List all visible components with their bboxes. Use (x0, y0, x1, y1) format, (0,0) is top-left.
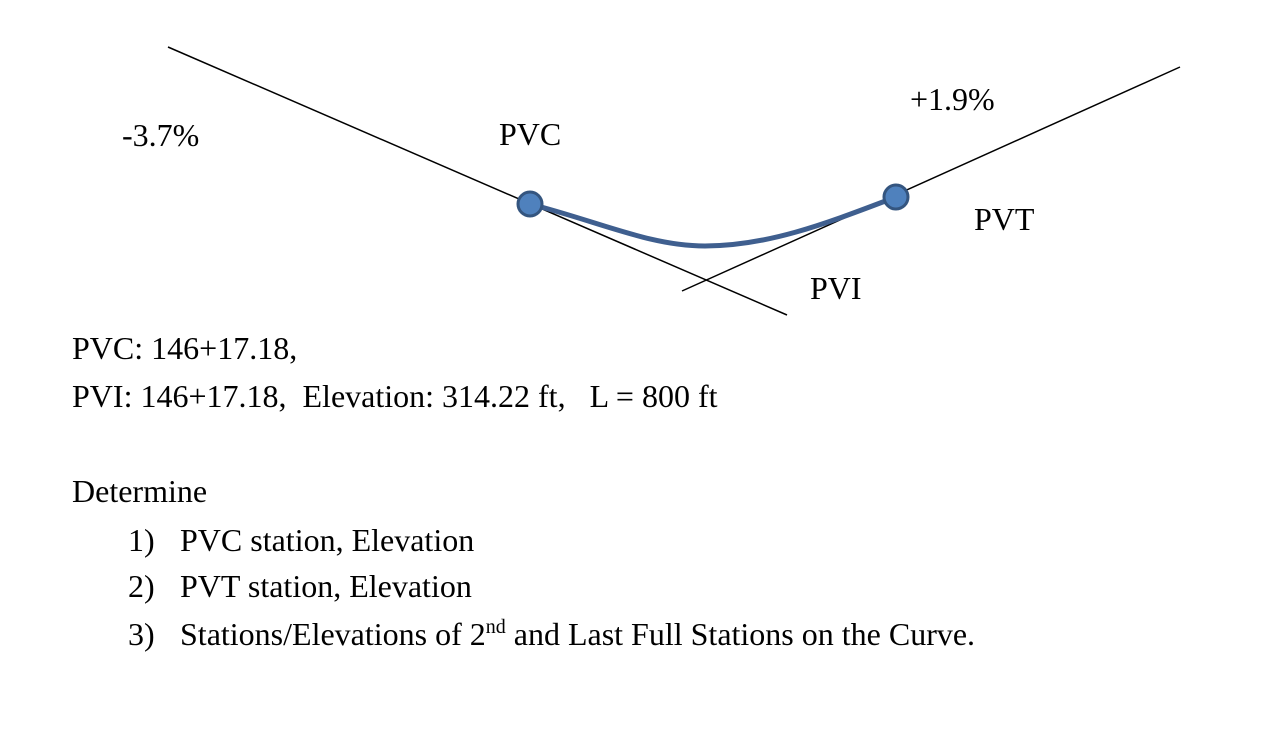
item-number: 3) (128, 616, 155, 652)
pvc-point (516, 190, 544, 218)
pvc-label: PVC (499, 116, 561, 152)
pvt-point (882, 183, 910, 211)
item-text: Stations/Elevations of 2nd and Last Full… (180, 616, 975, 652)
item-text-part: and Last Full Stations on the Curve. (506, 616, 975, 652)
pvt-label: PVT (974, 201, 1035, 237)
item-text: PVT station, Elevation (180, 568, 472, 604)
given-line: PVC: 146+17.18, (72, 330, 297, 366)
grade-out-line (681, 66, 1181, 292)
vertical-curve (529, 194, 897, 249)
item-text: PVC station, Elevation (180, 522, 474, 558)
item-number: 2) (128, 568, 155, 604)
superscript: nd (486, 616, 506, 638)
task-heading: Determine (72, 473, 207, 509)
item-text-part: Stations/Elevations of 2 (180, 616, 486, 652)
grade-out-label: +1.9% (910, 81, 995, 117)
grade-in-line (167, 46, 788, 316)
given-line: PVI: 146+17.18, Elevation: 314.22 ft, L … (72, 378, 718, 414)
pvi-label: PVI (810, 270, 862, 306)
item-number: 1) (128, 522, 155, 558)
grade-in-label: -3.7% (122, 117, 199, 153)
